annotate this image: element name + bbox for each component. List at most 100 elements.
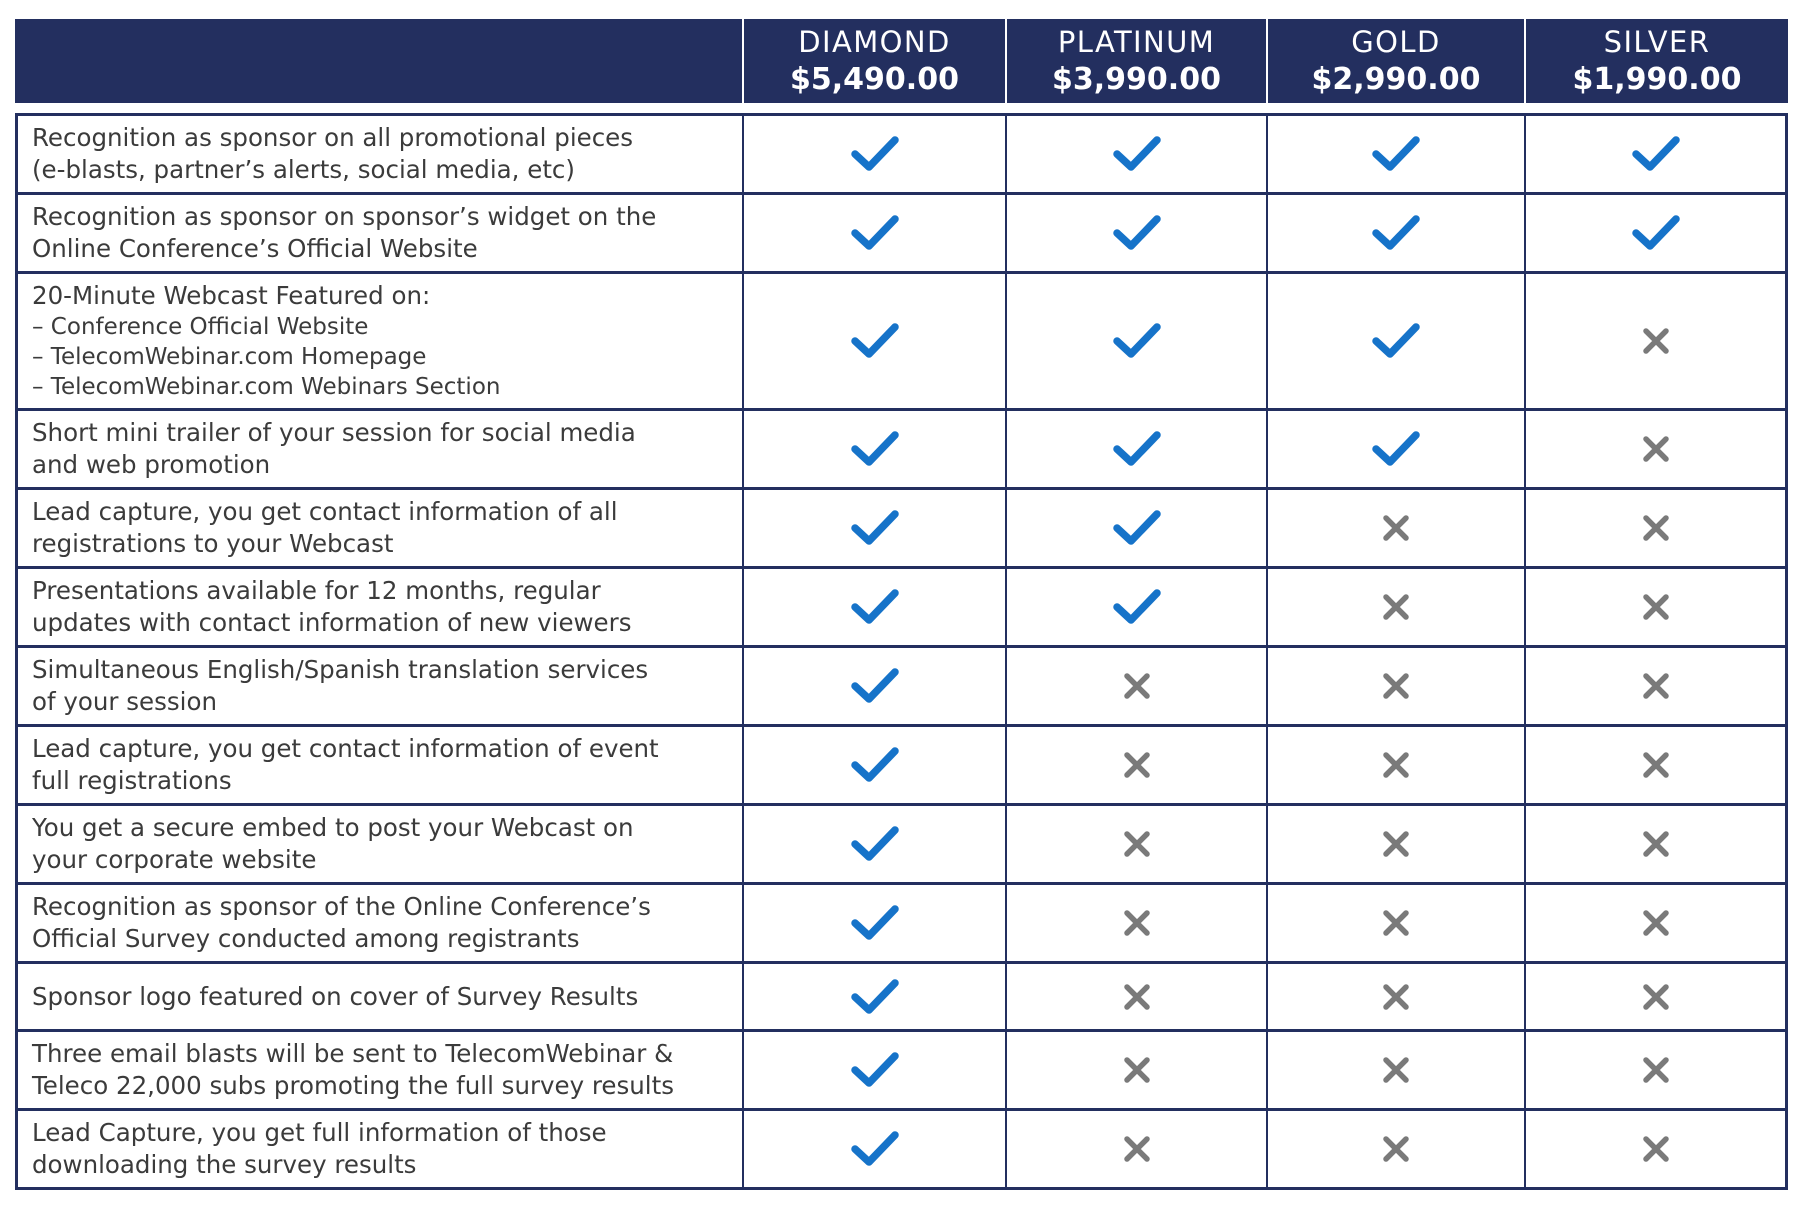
cell-platinum	[1005, 195, 1266, 274]
cell-diamond	[742, 490, 1005, 569]
check-icon	[850, 587, 899, 627]
cell-silver	[1524, 1111, 1788, 1190]
feature-label: Recognition as sponsor of the Online Con…	[15, 885, 742, 964]
check-icon	[1372, 213, 1420, 253]
tier-header-gold: GOLD $2,990.00	[1266, 19, 1524, 113]
feature-label: Lead Capture, you get full information o…	[15, 1111, 742, 1190]
table-row: Three email blasts will be sent to Telec…	[15, 1032, 1788, 1111]
cell-platinum	[1005, 274, 1266, 411]
feature-text-line: updates with contact information of new …	[32, 608, 632, 637]
feature-label: You get a secure embed to post your Webc…	[15, 806, 742, 885]
table-row: Lead capture, you get contact informatio…	[15, 490, 1788, 569]
x-icon	[1381, 982, 1411, 1012]
cell-gold	[1266, 648, 1524, 727]
table-row: Presentations available for 12 months, r…	[15, 569, 1788, 648]
check-icon	[850, 903, 899, 943]
x-icon	[1641, 434, 1671, 464]
cell-platinum	[1005, 113, 1266, 195]
feature-label: 20-Minute Webcast Featured on: – Conferen…	[15, 274, 742, 411]
feature-text-line: Lead capture, you get contact informatio…	[32, 497, 618, 526]
cell-diamond	[742, 964, 1005, 1032]
feature-text-line: You get a secure embed to post your Webc…	[32, 813, 634, 842]
x-icon	[1641, 829, 1671, 859]
cell-gold	[1266, 569, 1524, 648]
x-icon	[1641, 326, 1671, 356]
check-icon	[1112, 321, 1161, 361]
check-icon	[850, 429, 899, 469]
x-icon	[1122, 982, 1152, 1012]
table-row: Short mini trailer of your session for s…	[15, 411, 1788, 490]
check-icon	[1112, 134, 1161, 174]
check-icon	[1372, 134, 1420, 174]
feature-text-line: Short mini trailer of your session for s…	[32, 418, 636, 447]
x-icon	[1122, 829, 1152, 859]
feature-text-line: of your session	[32, 687, 217, 716]
check-icon	[1631, 213, 1680, 253]
feature-text-line: (e-blasts, partner’s alerts, social medi…	[32, 155, 575, 184]
cell-silver	[1524, 806, 1788, 885]
cell-gold	[1266, 274, 1524, 411]
cell-silver	[1524, 964, 1788, 1032]
feature-label: Sponsor logo featured on cover of Survey…	[15, 964, 742, 1032]
feature-text-line: 20-Minute Webcast Featured on:	[32, 281, 431, 310]
tier-header-silver: SILVER $1,990.00	[1524, 19, 1788, 113]
cell-gold	[1266, 490, 1524, 569]
check-icon	[850, 745, 899, 785]
x-icon	[1641, 982, 1671, 1012]
cell-diamond	[742, 411, 1005, 490]
cell-platinum	[1005, 411, 1266, 490]
cell-diamond	[742, 727, 1005, 806]
tier-name: GOLD	[1351, 25, 1441, 59]
tier-header-diamond: DIAMOND $5,490.00	[742, 19, 1005, 113]
sponsorship-comparison-table: DIAMOND $5,490.00 PLATINUM $3,990.00 GOL…	[15, 19, 1788, 1190]
cell-platinum	[1005, 648, 1266, 727]
check-icon	[850, 508, 899, 548]
x-icon	[1381, 1134, 1411, 1164]
cell-platinum	[1005, 490, 1266, 569]
feature-text-line: Recognition as sponsor on all promotiona…	[32, 123, 634, 152]
feature-text-line: Recognition as sponsor on sponsor’s widg…	[32, 202, 657, 231]
feature-text-line: Lead Capture, you get full information o…	[32, 1118, 607, 1147]
cell-platinum	[1005, 885, 1266, 964]
cell-diamond	[742, 1111, 1005, 1190]
table-row: Recognition as sponsor of the Online Con…	[15, 885, 1788, 964]
cell-platinum	[1005, 964, 1266, 1032]
table-row: You get a secure embed to post your Webc…	[15, 806, 1788, 885]
tier-price: $1,990.00	[1572, 62, 1742, 97]
table-row: Lead capture, you get contact informatio…	[15, 727, 1788, 806]
cell-silver	[1524, 490, 1788, 569]
feature-label: Short mini trailer of your session for s…	[15, 411, 742, 490]
feature-text-line: Online Conference’s Official Website	[32, 234, 478, 263]
check-icon	[1112, 213, 1161, 253]
cell-silver	[1524, 1032, 1788, 1111]
feature-subitem: – TelecomWebinar.com Webinars Section	[32, 374, 501, 400]
x-icon	[1641, 908, 1671, 938]
check-icon	[1112, 587, 1161, 627]
x-icon	[1381, 592, 1411, 622]
x-icon	[1122, 1134, 1152, 1164]
feature-label: Lead capture, you get contact informatio…	[15, 490, 742, 569]
cell-platinum	[1005, 1111, 1266, 1190]
cell-diamond	[742, 648, 1005, 727]
x-icon	[1641, 513, 1671, 543]
feature-text-line: Three email blasts will be sent to Telec…	[32, 1039, 674, 1068]
cell-gold	[1266, 1032, 1524, 1111]
tier-header-platinum: PLATINUM $3,990.00	[1005, 19, 1266, 113]
feature-subitem: – TelecomWebinar.com Homepage	[32, 344, 427, 370]
cell-silver	[1524, 411, 1788, 490]
check-icon	[850, 824, 899, 864]
x-icon	[1641, 1134, 1671, 1164]
check-icon	[1112, 429, 1161, 469]
table-row: Sponsor logo featured on cover of Survey…	[15, 964, 1788, 1032]
cell-gold	[1266, 727, 1524, 806]
feature-text-line: Simultaneous English/Spanish translation…	[32, 655, 649, 684]
tier-price: $2,990.00	[1311, 62, 1481, 97]
cell-silver	[1524, 113, 1788, 195]
x-icon	[1122, 671, 1152, 701]
feature-text-line: registrations to your Webcast	[32, 529, 394, 558]
tier-name: DIAMOND	[798, 25, 951, 59]
feature-text-line: and web promotion	[32, 450, 271, 479]
x-icon	[1641, 750, 1671, 780]
cell-platinum	[1005, 727, 1266, 806]
feature-text-line: Official Survey conducted among registra…	[32, 924, 580, 953]
